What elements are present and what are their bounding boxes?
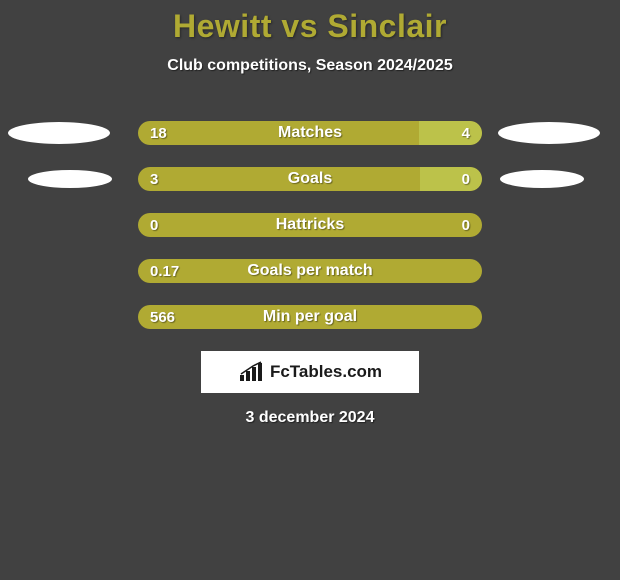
left-ellipse xyxy=(8,122,110,144)
stat-right-value: 0 xyxy=(462,171,470,188)
bar-right-fill xyxy=(420,167,482,191)
left-ellipse xyxy=(28,170,112,188)
stat-label: Goals per match xyxy=(138,262,482,280)
infographic-container: Hewitt vs Sinclair Club competitions, Se… xyxy=(0,0,620,427)
stat-right-value: 0 xyxy=(462,217,470,234)
stat-left-value: 0.17 xyxy=(150,263,179,280)
stat-label: Min per goal xyxy=(138,308,482,326)
stat-label: Hattricks xyxy=(138,216,482,234)
stat-right-value: 4 xyxy=(462,125,470,142)
date-text: 3 december 2024 xyxy=(246,409,375,427)
stat-left-value: 566 xyxy=(150,309,175,326)
stat-left-value: 3 xyxy=(150,171,158,188)
right-ellipse xyxy=(500,170,584,188)
stat-bar: 18Matches4 xyxy=(138,121,482,145)
stat-row: 566Min per goal xyxy=(0,305,620,329)
stat-row: 0.17Goals per match xyxy=(0,259,620,283)
right-ellipse xyxy=(498,122,600,144)
stat-bar: 3Goals0 xyxy=(138,167,482,191)
stat-row: 3Goals0 xyxy=(0,167,620,191)
bar-right-fill xyxy=(419,121,482,145)
stat-row: 0Hattricks0 xyxy=(0,213,620,237)
stat-left-value: 18 xyxy=(150,125,167,142)
stat-bar: 0Hattricks0 xyxy=(138,213,482,237)
page-title: Hewitt vs Sinclair xyxy=(173,8,447,45)
stat-row: 18Matches4 xyxy=(0,121,620,145)
stat-left-value: 0 xyxy=(150,217,158,234)
stats-rows: 18Matches43Goals00Hattricks00.17Goals pe… xyxy=(0,121,620,329)
brand-text: FcTables.com xyxy=(270,362,382,382)
stat-bar: 0.17Goals per match xyxy=(138,259,482,283)
brand-badge[interactable]: FcTables.com xyxy=(201,351,419,393)
stat-bar: 566Min per goal xyxy=(138,305,482,329)
subtitle: Club competitions, Season 2024/2025 xyxy=(167,57,452,75)
bar-chart-icon xyxy=(238,361,264,383)
